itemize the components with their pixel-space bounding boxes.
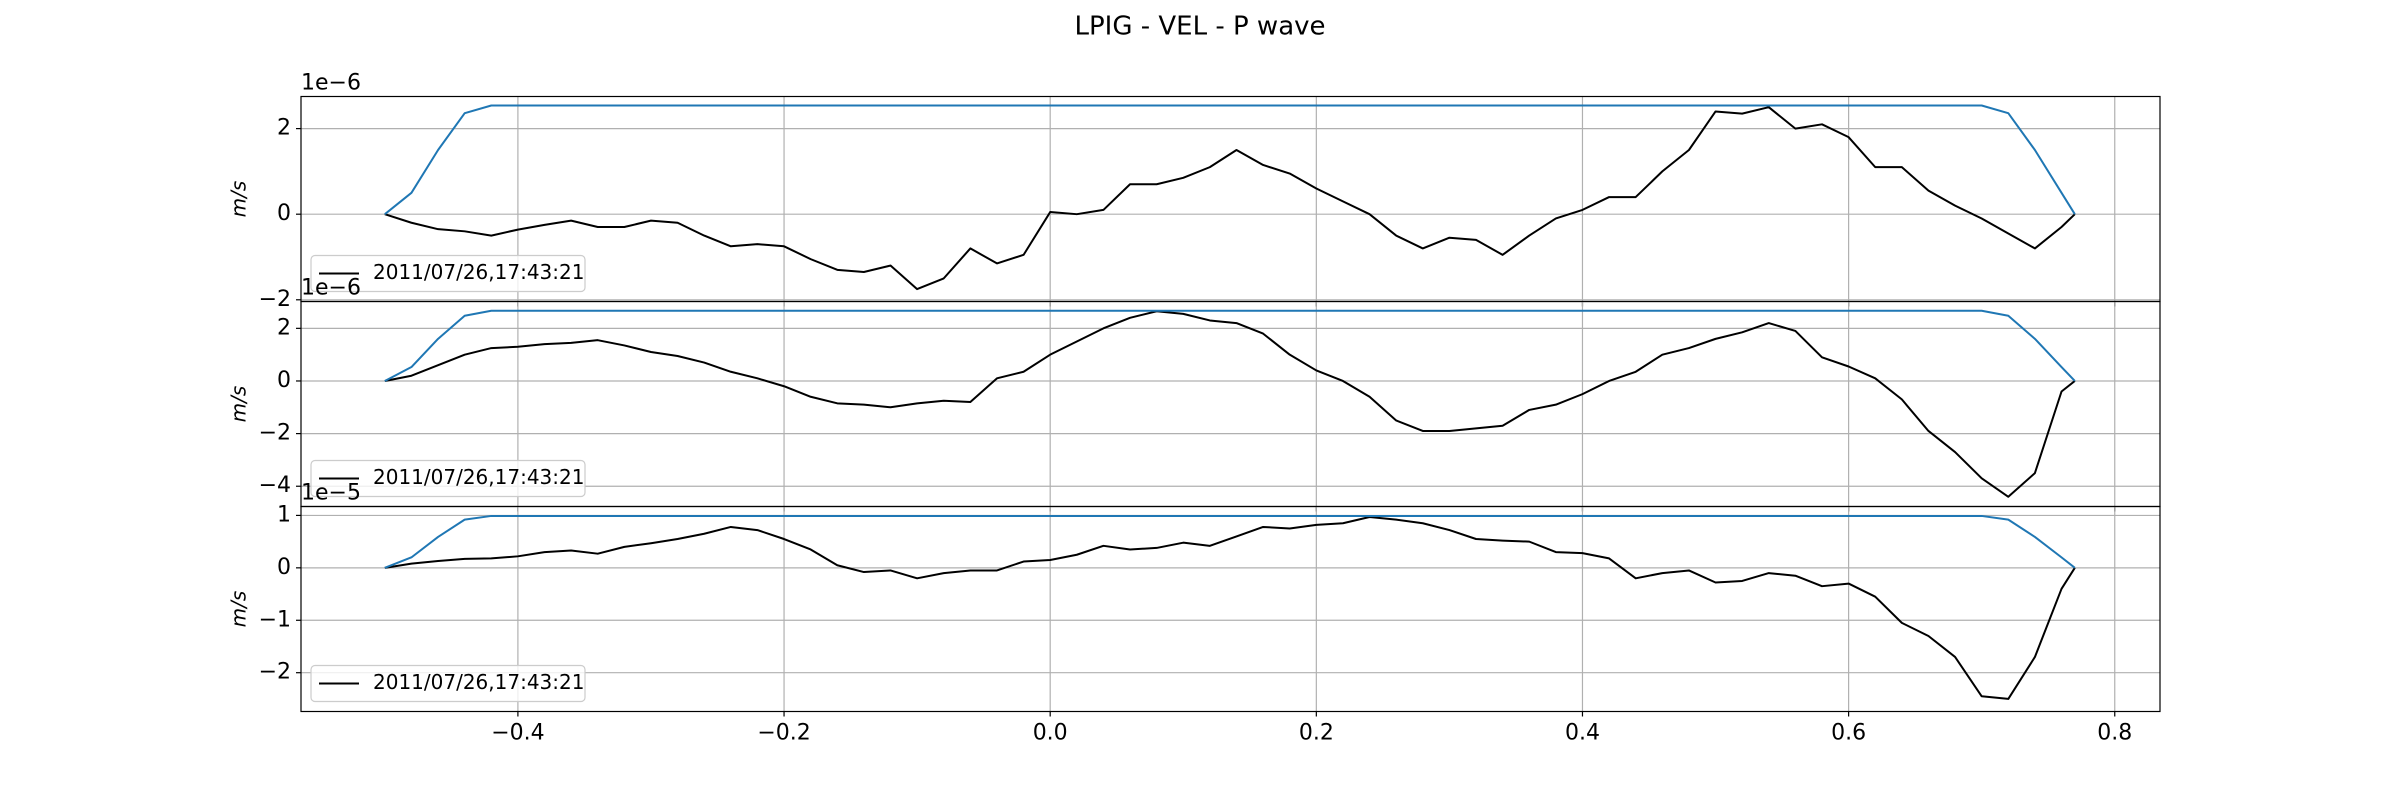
legend: 2011/07/26,17:43:21 bbox=[310, 459, 586, 498]
offset-text: 1e−6 bbox=[301, 71, 361, 96]
y-tick-label: −2 bbox=[259, 287, 291, 312]
y-tick-label: −2 bbox=[259, 421, 291, 446]
subplot: −0.4 −0.2 0.0 0.2 0.4 0.6 0.8 −2 −1 0 1 1e−5 m/s 2011… bbox=[227, 481, 2161, 746]
y-axis-label: m/s bbox=[227, 591, 251, 628]
subplot: −4 −2 0 2 1e−6 m/s 2011/07/26,17:43:21 bbox=[227, 276, 2161, 512]
series-line bbox=[384, 104, 2076, 215]
legend-box bbox=[310, 664, 586, 703]
figure-title: LPIG - VEL - P wave bbox=[1074, 12, 1325, 42]
series-line bbox=[384, 514, 2076, 569]
x-tick-label: 0.0 bbox=[1033, 721, 1068, 746]
y-tick-label: −2 bbox=[259, 660, 291, 685]
y-tick-label: 0 bbox=[277, 201, 291, 226]
legend-box bbox=[310, 459, 586, 498]
y-tick-label: 0 bbox=[277, 555, 291, 580]
plot-area bbox=[384, 514, 2076, 700]
x-tick-label: −0.4 bbox=[491, 721, 544, 746]
y-axis-label: m/s bbox=[227, 386, 251, 423]
x-tick-label: 0.2 bbox=[1299, 721, 1334, 746]
y-axis-label: m/s bbox=[227, 181, 251, 218]
axes-frame bbox=[300, 505, 2161, 713]
subplot: −2 0 2 1e−6 m/s 2011/07/26,17:43:21 bbox=[227, 71, 2161, 312]
legend-label: 2011/07/26,17:43:21 bbox=[373, 465, 584, 489]
plot-area bbox=[384, 309, 2076, 498]
y-tick-label: −4 bbox=[259, 473, 291, 498]
y-tick-label: 2 bbox=[277, 315, 291, 340]
offset-text: 1e−5 bbox=[301, 481, 361, 506]
y-tick-label: 1 bbox=[277, 502, 291, 527]
legend-box bbox=[310, 254, 586, 293]
offset-text: 1e−6 bbox=[301, 276, 361, 301]
legend-label: 2011/07/26,17:43:21 bbox=[373, 670, 584, 694]
legend: 2011/07/26,17:43:21 bbox=[310, 664, 586, 703]
x-tick-label: 0.4 bbox=[1565, 721, 1600, 746]
series-line bbox=[384, 515, 2076, 700]
x-tick-label: 0.6 bbox=[1831, 721, 1866, 746]
y-tick-label: 0 bbox=[277, 368, 291, 393]
y-tick-label: 2 bbox=[277, 116, 291, 141]
legend: 2011/07/26,17:43:21 bbox=[310, 254, 586, 293]
series-line bbox=[384, 309, 2076, 382]
y-tick-label: −1 bbox=[259, 607, 291, 632]
legend-label: 2011/07/26,17:43:21 bbox=[373, 260, 584, 284]
series-line bbox=[384, 310, 2076, 498]
x-tick-label: −0.2 bbox=[757, 721, 810, 746]
x-tick-label: 0.8 bbox=[2097, 721, 2132, 746]
plot-area bbox=[384, 104, 2076, 291]
series-line bbox=[384, 106, 2076, 291]
